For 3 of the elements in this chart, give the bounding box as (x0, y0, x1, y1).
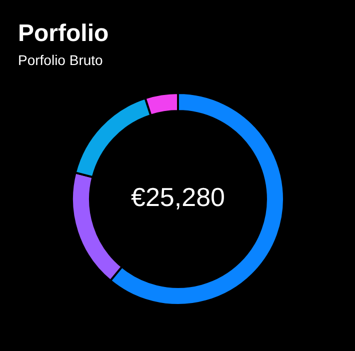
chart-title: Porfolio (18, 20, 109, 48)
text: €25,280 (131, 182, 225, 212)
chart-subtitle: Porfolio Bruto (18, 52, 103, 68)
